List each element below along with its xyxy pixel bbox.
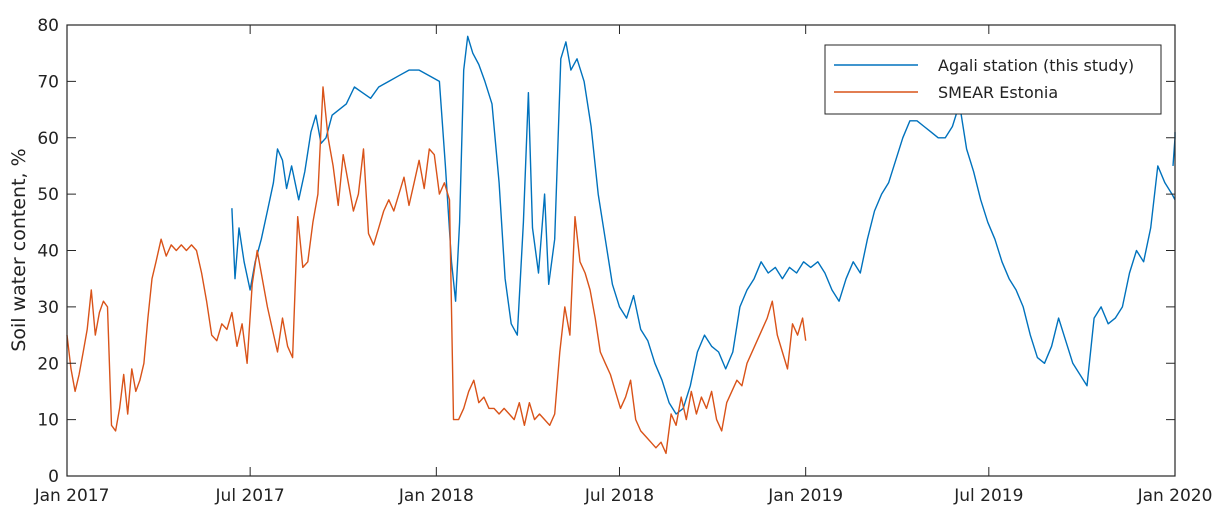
y-axis: 0 10 20 30 40 50 60 70 80 [37,16,1175,487]
x-tick-label: Jul 2018 [584,486,654,506]
series-line-0 [231,35,1176,415]
y-tick-label: 60 [37,129,59,149]
legend-label-agali: Agali station (this study) [938,56,1134,75]
x-tick-label: Jan 2017 [34,486,110,506]
y-tick-label: 70 [37,72,59,92]
y-axis-label: Soil water content, % [8,148,30,351]
x-tick-label: Jul 2019 [953,486,1023,506]
y-tick-label: 10 [37,411,59,431]
x-tick-label: Jan 2019 [767,486,843,506]
y-tick-label: 80 [37,16,59,36]
legend-label-smear: SMEAR Estonia [938,83,1058,102]
y-tick-label: 0 [48,467,59,487]
y-tick-label: 50 [37,185,59,205]
y-tick-label: 30 [37,298,59,318]
legend-box [824,44,1162,115]
y-tick-label: 20 [37,354,59,374]
x-tick-label: Jan 2020 [1137,486,1213,506]
x-axis: Jan 2017 Jul 2017 Jan 2018 Jul 2018 Jan 2019… [34,25,1213,506]
x-tick-label: Jan 2018 [398,486,474,506]
legend: Agali station (this study) SMEAR Estonia [824,44,1162,115]
y-tick-label: 40 [37,242,59,262]
series-line-1 [66,86,807,455]
x-tick-label: Jul 2017 [215,486,285,506]
